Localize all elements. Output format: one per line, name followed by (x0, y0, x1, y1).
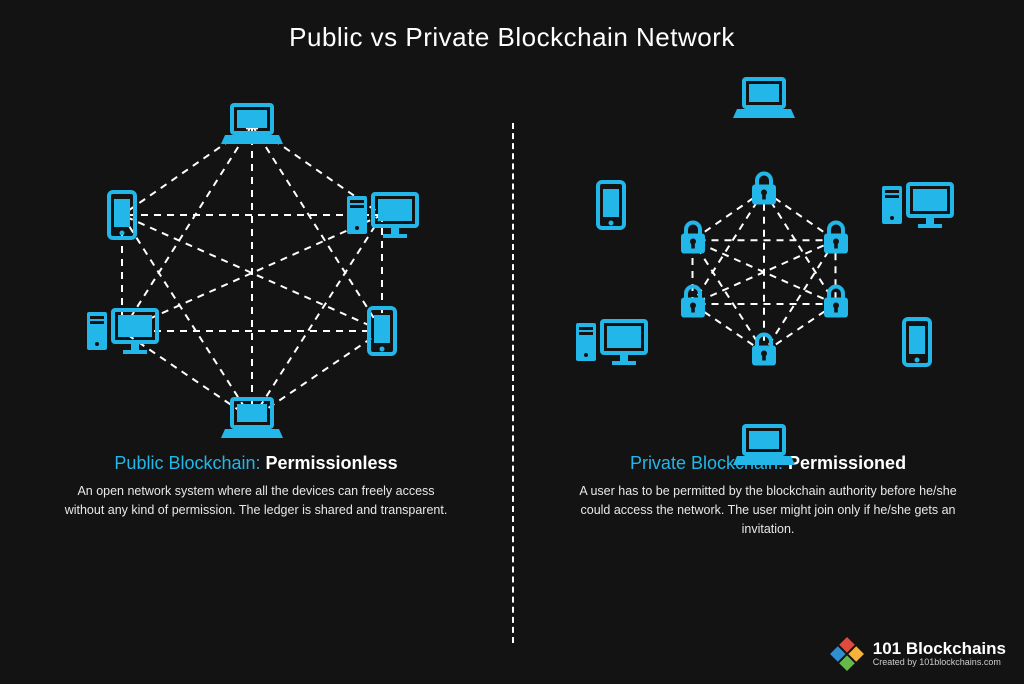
desktop-icon (345, 190, 419, 240)
public-caption: Public Blockchain: Permissionless An ope… (0, 453, 512, 520)
lock-icon (678, 220, 708, 261)
mobile-icon (367, 306, 397, 356)
footer-sub: Created by 101blockchains.com (873, 658, 1006, 668)
footer-text: 101 Blockchains Created by 101blockchain… (873, 640, 1006, 669)
footer: 101 Blockchains Created by 101blockchain… (829, 636, 1006, 672)
desktop-icon (880, 180, 954, 230)
public-network-diagram (0, 53, 512, 453)
private-network-diagram (512, 53, 1024, 453)
public-title-bold: Permissionless (266, 453, 398, 473)
page-title: Public vs Private Blockchain Network (0, 0, 1024, 53)
public-caption-desc: An open network system where all the dev… (60, 482, 452, 520)
private-title-bold: Permissioned (788, 453, 906, 473)
desktop-icon (574, 317, 648, 367)
laptop-icon (733, 76, 795, 122)
lock-icon (821, 284, 851, 325)
public-title-prefix: Public Blockchain: (114, 453, 265, 473)
private-caption-desc: A user has to be permitted by the blockc… (572, 482, 964, 538)
laptop-icon (221, 102, 283, 148)
lock-icon (678, 284, 708, 325)
laptop-icon (221, 396, 283, 442)
desktop-icon (85, 306, 159, 356)
public-panel: Public Blockchain: Permissionless An ope… (0, 53, 512, 633)
divider-line (512, 123, 514, 643)
footer-brand: 101 Blockchains (873, 640, 1006, 659)
footer-logo-icon (829, 636, 865, 672)
lock-icon (821, 220, 851, 261)
private-panel: Private Blockchain: Permissioned A user … (512, 53, 1024, 633)
laptop-icon (733, 423, 795, 469)
lock-icon (749, 170, 779, 211)
mobile-icon (596, 180, 626, 230)
lock-icon (749, 332, 779, 373)
mobile-icon (107, 190, 137, 240)
public-caption-title: Public Blockchain: Permissionless (60, 453, 452, 474)
diagram-container: Public Blockchain: Permissionless An ope… (0, 53, 1024, 633)
mobile-icon (902, 317, 932, 367)
